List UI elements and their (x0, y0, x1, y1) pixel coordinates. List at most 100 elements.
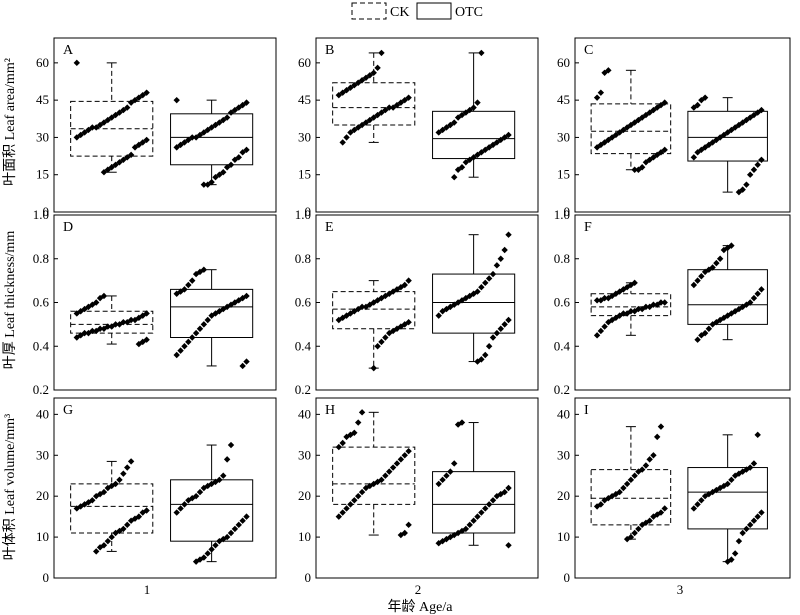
data-point (335, 513, 343, 520)
y-tick-label: 0.2 (33, 382, 49, 397)
data-point (728, 126, 735, 134)
data-point (694, 336, 701, 343)
data-point (139, 91, 146, 99)
data-point (208, 312, 215, 319)
xtick-3: 3 (677, 582, 684, 597)
box-iqr (170, 479, 254, 542)
data-point (754, 109, 761, 116)
data-point (85, 329, 92, 337)
y-tick-label: 0 (43, 204, 50, 219)
box-iqr (70, 310, 154, 334)
data-point (705, 266, 713, 273)
data-point (378, 49, 385, 57)
data-point (690, 154, 698, 161)
data-point (597, 297, 605, 304)
data-point (728, 476, 735, 484)
legend: CK OTC (351, 2, 483, 20)
box-iqr (687, 269, 768, 325)
data-point (754, 431, 761, 439)
box-iqr (687, 467, 768, 530)
data-point (690, 505, 698, 512)
panel-letter: B (325, 43, 334, 58)
box-otc (432, 49, 516, 181)
data-point (223, 456, 231, 463)
y-tick-label: 15 (298, 167, 311, 182)
data-point (343, 134, 350, 141)
data-point (220, 116, 227, 124)
xtick-2: 2 (415, 582, 422, 597)
panel-d: D 0.2 0.4 0.6 0.8 1.0 (33, 207, 277, 397)
data-point (642, 519, 650, 526)
data-point (750, 517, 758, 524)
data-point (698, 332, 705, 339)
box-iqr (590, 293, 672, 317)
data-point (220, 472, 227, 479)
y-tick-label: 45 (298, 92, 311, 107)
legend-ck-label: CK (390, 5, 409, 20)
data-point (231, 525, 239, 533)
data-point (200, 484, 208, 492)
panel-frame (315, 397, 539, 579)
data-point (694, 277, 701, 284)
data-point (489, 497, 497, 504)
data-point (405, 277, 412, 284)
data-point (73, 505, 81, 512)
data-point (728, 242, 735, 249)
data-point (631, 308, 638, 315)
data-point (720, 131, 728, 139)
data-point (139, 509, 146, 516)
data-point (750, 166, 758, 173)
y-tick-label: 0.4 (295, 338, 312, 353)
y-tick-label: 0.6 (33, 295, 50, 310)
data-point (642, 159, 650, 166)
data-point (339, 139, 346, 146)
data-point (127, 99, 135, 106)
data-point (355, 492, 362, 500)
data-point (750, 294, 758, 302)
data-point (405, 521, 412, 529)
data-point (200, 266, 208, 273)
data-point (104, 537, 112, 545)
box-ck (70, 59, 154, 176)
data-point (227, 441, 235, 449)
data-point (339, 439, 346, 447)
data-point (185, 281, 192, 289)
data-point (451, 531, 458, 539)
data-point (89, 301, 96, 308)
y-tick-label: 60 (298, 55, 311, 70)
data-point (635, 525, 642, 533)
data-point (690, 104, 698, 111)
box-ck (590, 67, 672, 173)
panel-a: A 0 15 30 45 60 (36, 37, 277, 219)
data-point (386, 468, 393, 475)
panel-letter: H (325, 403, 335, 418)
data-point (454, 421, 462, 428)
data-point (485, 343, 493, 350)
data-point (196, 325, 204, 332)
box-iqr (170, 288, 254, 338)
y-tick-label: 60 (557, 55, 570, 70)
data-point (116, 527, 123, 535)
data-point (657, 299, 665, 306)
data-point (616, 129, 623, 136)
data-point (485, 144, 493, 151)
data-point (758, 509, 765, 516)
panel-letter: E (325, 220, 334, 235)
y-tick-label: 40 (557, 406, 570, 421)
data-point (93, 492, 100, 500)
data-point (758, 156, 765, 163)
panel-i: I 0 10 20 30 40 (557, 397, 791, 585)
data-point (698, 96, 705, 104)
panel-frame (53, 37, 277, 213)
y-tick-label: 0 (564, 570, 571, 585)
data-point (223, 164, 231, 171)
data-point (120, 470, 127, 477)
data-point (223, 533, 231, 541)
data-point (720, 314, 728, 322)
box-ck (70, 458, 154, 555)
panel-letter: D (63, 220, 73, 235)
panel-frame (574, 37, 791, 213)
data-point (131, 515, 139, 522)
y-tick-label: 0.2 (295, 382, 311, 397)
xtick-1: 1 (144, 582, 151, 597)
